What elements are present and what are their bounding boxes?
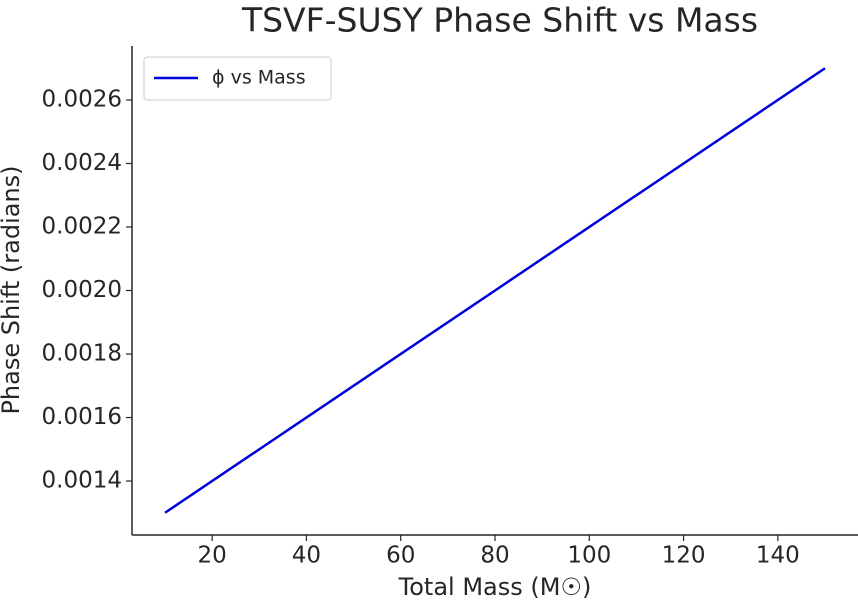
x-tick-label: 40 [292,543,321,569]
y-tick-label: 0.0014 [42,468,122,494]
x-tick-label: 60 [386,543,415,569]
y-tick-label: 0.0016 [42,404,122,430]
x-axis-label: Total Mass (M☉) [398,573,592,601]
legend-label: ϕ vs Mass [212,67,306,89]
line-series [164,67,826,514]
y-tick-label: 0.0022 [42,213,122,239]
x-tick-label: 120 [662,543,706,569]
x-tick-label: 140 [756,543,800,569]
y-tick-label: 0.0024 [42,150,122,176]
y-axis-label: Phase Shift (radians) [0,165,25,414]
y-tick-label: 0.0020 [42,277,122,303]
x-tick-label: 100 [567,543,611,569]
x-tick-label: 20 [198,543,227,569]
y-tick-label: 0.0026 [42,86,122,112]
legend-box [143,56,332,101]
y-tick-label: 0.0018 [42,341,122,367]
x-tick-label: 80 [480,543,509,569]
chart-title: TSVF-SUSY Phase Shift vs Mass [241,1,758,40]
